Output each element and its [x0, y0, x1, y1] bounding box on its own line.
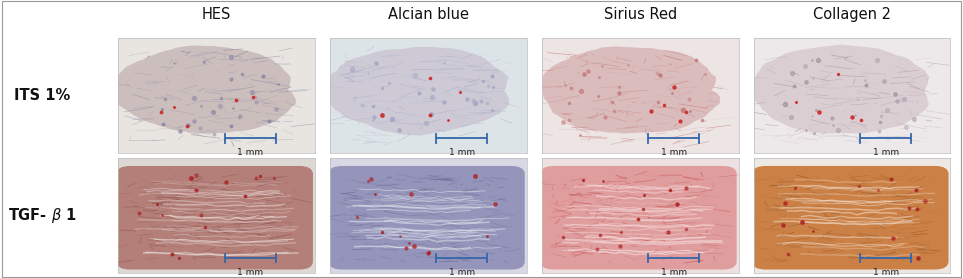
Text: Collagen 2: Collagen 2 [814, 7, 891, 22]
Text: TGF- $\beta$ 1: TGF- $\beta$ 1 [8, 206, 76, 225]
Text: 1 mm: 1 mm [661, 268, 687, 277]
FancyBboxPatch shape [328, 166, 525, 270]
Text: 1 mm: 1 mm [661, 148, 687, 157]
Polygon shape [541, 46, 720, 133]
Polygon shape [326, 47, 509, 136]
Text: 1 mm: 1 mm [872, 148, 898, 157]
Text: Alcian blue: Alcian blue [388, 7, 469, 22]
Polygon shape [111, 46, 297, 134]
Text: 1 mm: 1 mm [449, 148, 475, 157]
Text: 1 mm: 1 mm [237, 148, 263, 157]
Text: 1 mm: 1 mm [872, 268, 898, 277]
Text: Sirius Red: Sirius Red [604, 7, 677, 22]
FancyBboxPatch shape [540, 166, 737, 270]
Text: ITS 1%: ITS 1% [13, 88, 70, 103]
Text: 1 mm: 1 mm [449, 268, 475, 277]
Polygon shape [752, 45, 929, 133]
FancyBboxPatch shape [752, 166, 949, 270]
Text: 1 mm: 1 mm [237, 268, 263, 277]
FancyBboxPatch shape [117, 166, 313, 270]
Text: HES: HES [202, 7, 231, 22]
